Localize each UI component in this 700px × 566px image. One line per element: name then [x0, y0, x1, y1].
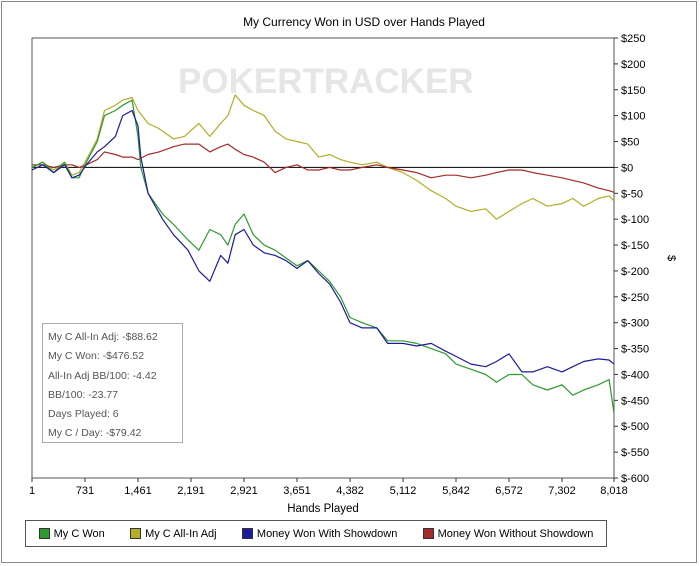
- y-tick-label: $-600: [621, 473, 649, 485]
- y-tick-label: $-400: [621, 369, 649, 381]
- x-tick-label: 5,112: [390, 485, 417, 497]
- series-group: [31, 94, 615, 414]
- legend-item-my-c-won: My C Won: [38, 527, 105, 540]
- y-tick-label: $-100: [621, 214, 649, 226]
- legend-label: Money Won Without Showdown: [437, 527, 594, 540]
- series-line-my-c-won: [31, 99, 615, 414]
- x-tick-label: 5,842: [442, 485, 470, 497]
- stats-box: My C All-In Adj: -$88.62 My C Won: -$476…: [42, 323, 183, 443]
- y-tick-label: $-550: [621, 447, 649, 459]
- x-tick-label: 2,921: [230, 485, 258, 497]
- x-axis-label: Hands Played: [287, 503, 359, 515]
- series-line-money-won-without-showdown: [32, 143, 615, 193]
- x-tick-label: 2,191: [177, 485, 205, 497]
- stat-all-in-adj: My C All-In Adj: -$88.62: [48, 331, 158, 343]
- x-axis: 1 731 1,461 2,191 2,921 3,651 4,382 5,112 5,842 6…: [29, 478, 628, 497]
- chart-title: My Currency Won in USD over Hands Played: [243, 15, 485, 29]
- legend-swatch: [241, 528, 253, 539]
- x-tick-label: 1,461: [124, 485, 152, 497]
- legend-label: My C All-In Adj: [145, 527, 217, 540]
- legend-label: Money Won With Showdown: [256, 527, 398, 540]
- y-tick-label: $-350: [621, 344, 649, 356]
- y-tick-label: $100: [621, 111, 645, 123]
- y-tick-label: $200: [621, 59, 645, 71]
- legend-item-with-showdown: Money Won With Showdown: [241, 527, 398, 540]
- y-axis: $250 $200 $150 $100 $50 $0 $-50 $-100 $-150 $-200…: [614, 33, 649, 485]
- y-tick-label: $-300: [621, 318, 649, 330]
- legend-label: My C Won: [53, 527, 105, 540]
- y-tick-label: $-50: [621, 188, 643, 200]
- stat-days-played: Days Played: 6: [48, 408, 119, 421]
- legend-item-all-in-adj: My C All-In Adj: [130, 528, 217, 540]
- x-tick-label: 8,018: [600, 485, 628, 497]
- legend-swatch: [130, 528, 142, 539]
- series-line-my-c-all-in-adj: [31, 94, 615, 220]
- x-tick-label: 731: [76, 485, 94, 497]
- legend-item-without-showdown: Money Won Without Showdown: [422, 527, 594, 540]
- x-tick-label: 4,382: [336, 485, 364, 497]
- y-tick-label: $-150: [621, 240, 649, 252]
- legend-swatch: [422, 528, 434, 539]
- pokertracker-watermark: POKERTRACKER: [178, 62, 474, 101]
- stat-bb100: BB/100: -23.77: [48, 388, 119, 401]
- y-tick-label: $150: [621, 85, 645, 97]
- y-tick-label: $-500: [621, 421, 649, 433]
- x-tick-label: 7,302: [548, 485, 576, 497]
- legend: My C Won My C All-In Adj Money Won With …: [25, 520, 607, 547]
- y-tick-label: $-200: [621, 266, 649, 278]
- y-tick-label: $-450: [621, 395, 649, 407]
- y-tick-label: $50: [621, 137, 639, 149]
- y-tick-label: $250: [621, 33, 645, 45]
- series-line-money-won-with-showdown: [31, 109, 615, 373]
- y-axis-label: $: [665, 255, 677, 261]
- x-tick-label: 3,651: [283, 485, 311, 497]
- x-tick-label: 1: [29, 485, 35, 497]
- stat-per-day: My C / Day: -$79.42: [48, 427, 142, 440]
- legend-swatch: [38, 528, 50, 539]
- stat-all-in-adj-bb100: All-In Adj BB/100: -4.42: [48, 369, 157, 382]
- y-tick-label: $0: [621, 162, 633, 174]
- stat-won: My C Won: -$476.52: [48, 350, 145, 363]
- x-tick-label: 6,572: [495, 485, 523, 497]
- y-tick-label: $-250: [621, 292, 649, 304]
